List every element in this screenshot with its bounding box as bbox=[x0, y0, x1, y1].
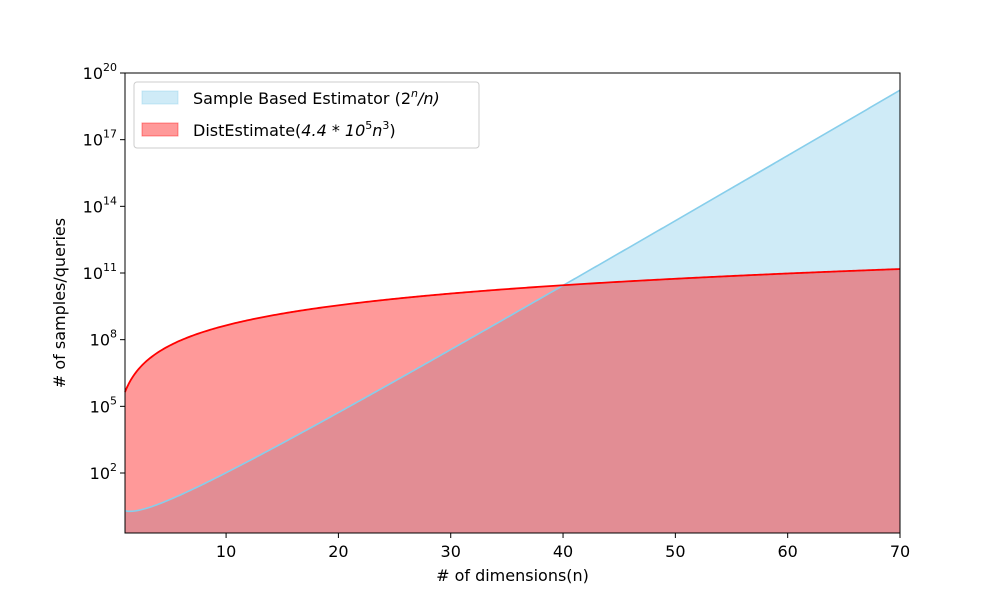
x-tick-label: 40 bbox=[553, 542, 573, 561]
series-lines bbox=[124, 89, 901, 513]
legend-label-distestimate: DistEstimate(4.4 * 105n3) bbox=[193, 119, 396, 140]
y-tick-label: 1020 bbox=[83, 61, 117, 83]
legend-label-distestimate-coef: 4.4 * 10 bbox=[301, 121, 365, 140]
x-tick-label: 10 bbox=[216, 542, 236, 561]
legend-label-distestimate-exp2: 3 bbox=[382, 119, 389, 132]
legend-label-distestimate-exp1: 5 bbox=[365, 119, 372, 132]
x-tick-label: 50 bbox=[665, 542, 685, 561]
legend-label-distestimate-n: n bbox=[372, 121, 382, 140]
x-tick-label: 20 bbox=[328, 542, 348, 561]
y-tick-label: 1014 bbox=[83, 194, 117, 216]
legend-label-sample-based-rest: /n) bbox=[416, 89, 440, 108]
legend-swatch-sample-based bbox=[141, 90, 179, 105]
series-line-0 bbox=[124, 89, 901, 513]
legend-label-sample-based: Sample Based Estimator (2n/n) bbox=[193, 87, 440, 108]
x-tick-label: 70 bbox=[890, 542, 910, 561]
x-axis-ticks: 10 20 30 40 50 60 70 bbox=[216, 533, 910, 561]
legend-label-sample-based-main: Sample Based Estimator ( bbox=[193, 89, 401, 108]
y-axis-label: # of samples/queries bbox=[50, 218, 69, 388]
series-fill-0 bbox=[125, 90, 900, 534]
y-tick-label: 105 bbox=[90, 394, 117, 416]
legend-box bbox=[133, 81, 480, 149]
x-axis-label: # of dimensions(n) bbox=[436, 566, 589, 585]
legend: Sample Based Estimator (2n/n) DistEstima… bbox=[133, 81, 480, 149]
series-line-1 bbox=[124, 268, 901, 393]
legend-swatch-distestimate bbox=[141, 122, 179, 137]
y-tick-label: 1017 bbox=[83, 128, 117, 150]
y-tick-label: 102 bbox=[90, 461, 117, 483]
legend-label-distestimate-main: DistEstimate( bbox=[193, 121, 301, 140]
series-fills bbox=[125, 90, 900, 534]
legend-label-sample-based-base: 2 bbox=[401, 89, 411, 108]
legend-label-distestimate-rest: ) bbox=[389, 121, 395, 140]
plot-frame bbox=[124, 72, 901, 534]
x-tick-label: 30 bbox=[441, 542, 461, 561]
y-tick-label: 108 bbox=[90, 328, 117, 350]
legend-label-sample-based-exponent: n bbox=[411, 87, 418, 100]
y-tick-label: 1011 bbox=[83, 261, 117, 283]
series-fill-1 bbox=[125, 269, 900, 533]
x-tick-label: 60 bbox=[778, 542, 798, 561]
y-axis-ticks: 102 105 108 1011 1014 1017 1020 bbox=[83, 61, 125, 483]
